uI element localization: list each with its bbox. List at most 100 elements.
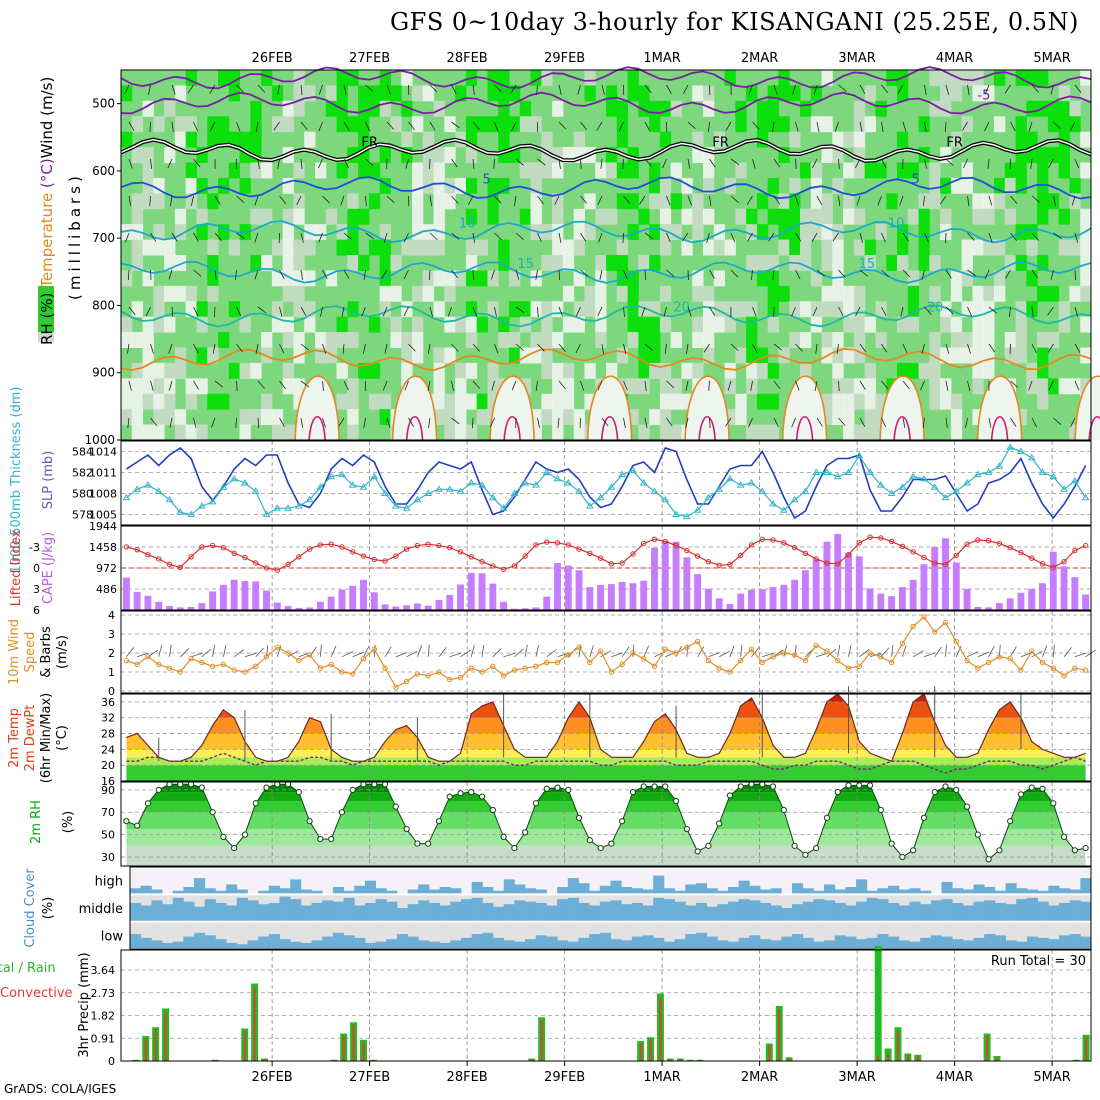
cloud-bar: [856, 939, 868, 948]
upper-wind-barb: [257, 306, 267, 314]
rh-cell: [121, 131, 133, 148]
rh-cell: [929, 70, 941, 86]
wind-speed-point: [673, 650, 679, 656]
rh-cell: [552, 224, 564, 241]
rh-cell: [487, 116, 499, 133]
rh-cell: [670, 162, 682, 179]
upper-wind-barb: [859, 84, 866, 94]
cloud-bar: [1048, 885, 1060, 894]
isotherm-line: [120, 176, 1092, 200]
upper-wind-barb: [838, 158, 840, 169]
rh-cell: [940, 70, 952, 86]
rh-cell: [1037, 147, 1049, 163]
rh-cell: [412, 162, 424, 179]
rh-cell: [864, 362, 876, 379]
rh-cell: [746, 347, 758, 364]
rh-cell: [821, 116, 833, 133]
cloud-bar: [514, 941, 526, 948]
rh-cell: [800, 239, 812, 256]
upper-wind-barb: [856, 195, 861, 206]
rh-cell: [638, 378, 650, 395]
convective-bar: [243, 1031, 246, 1061]
thickness-point: [1027, 453, 1036, 461]
upper-wind-barb: [128, 158, 133, 169]
upper-wind-barb: [322, 195, 330, 204]
rh-cell: [207, 270, 219, 287]
hot-bubble: [893, 416, 911, 441]
rh-cell: [670, 332, 682, 348]
convective-bar: [253, 987, 256, 1061]
rh-cell: [746, 362, 758, 379]
rh-cell: [659, 208, 672, 225]
upper-wind-barb: [900, 306, 904, 317]
rh-cell: [713, 316, 726, 333]
rh-cell: [800, 100, 812, 117]
rh-cell: [1026, 224, 1038, 241]
wind-speed-point: [953, 638, 959, 645]
upper-wind-barb: [580, 195, 588, 204]
rh-cell: [606, 162, 618, 179]
wind-barb: [1063, 647, 1072, 658]
wind-barb: [912, 650, 924, 658]
cloud-bar: [546, 905, 558, 921]
thickness-point: [456, 487, 465, 494]
wind-speed-point: [619, 661, 625, 668]
rh-cell: [810, 85, 823, 102]
upper-wind-barb: [1069, 121, 1076, 132]
upper-wind-barb: [1028, 121, 1033, 132]
rh-cell: [207, 193, 219, 210]
rh-point: [640, 783, 647, 790]
rh-point: [392, 803, 399, 810]
thickness-point: [909, 472, 918, 480]
wind-barb: [470, 645, 475, 657]
upper-wind-barb: [279, 195, 287, 205]
rh-cell: [746, 316, 758, 333]
date-label-top: 3MAR: [838, 51, 875, 66]
upper-wind-barb: [682, 84, 689, 95]
cape-bar: [586, 587, 594, 610]
rh-cell: [853, 332, 866, 348]
rh-cell: [379, 224, 391, 241]
wind-speed-point: [694, 638, 701, 645]
convective-bar: [659, 997, 662, 1061]
cloud-bar: [215, 939, 227, 948]
upper-wind-barb: [343, 269, 350, 279]
rh-cell: [767, 285, 779, 302]
rh-cell: [433, 100, 445, 117]
rh-point: [522, 829, 529, 836]
rh-cell: [562, 285, 575, 302]
upper-wind-barb: [171, 232, 178, 242]
upper-wind-barb: [300, 269, 303, 280]
upper-wind-barb: [597, 306, 603, 317]
rh-cell: [950, 424, 963, 441]
rh-cell: [853, 347, 866, 364]
upper-wind-barb: [1031, 195, 1040, 203]
rh-cell: [821, 332, 833, 348]
wind-barb: [1009, 646, 1017, 658]
cloud-bar: [941, 936, 953, 948]
cloud-bar: [439, 887, 451, 894]
wind-speed-point: [845, 665, 852, 671]
rh-cell: [659, 409, 672, 426]
wind-barb: [611, 652, 623, 658]
lifted-index-point: [910, 549, 916, 555]
rh-cell: [972, 409, 984, 426]
rh-cell: [509, 85, 521, 102]
upper-wind-barb: [209, 84, 216, 94]
cape-bar: [909, 579, 917, 610]
rh-cell: [810, 316, 823, 333]
rh-cell: [1026, 362, 1038, 379]
rh-cell: [853, 162, 866, 179]
wind-barb: [1052, 644, 1055, 657]
rh-cell: [767, 177, 779, 194]
rh-cell: [282, 362, 294, 379]
upper-wind-barb: [814, 380, 818, 391]
upper-wind-barb: [408, 417, 414, 427]
wind-barb: [988, 645, 995, 657]
wind-speed-point: [199, 659, 205, 666]
isotherm-line: [120, 347, 1092, 372]
lifted-index-point: [177, 564, 183, 570]
wind-barb: [729, 645, 735, 657]
cloud-bar: [290, 941, 302, 948]
rh-cell: [573, 409, 585, 426]
